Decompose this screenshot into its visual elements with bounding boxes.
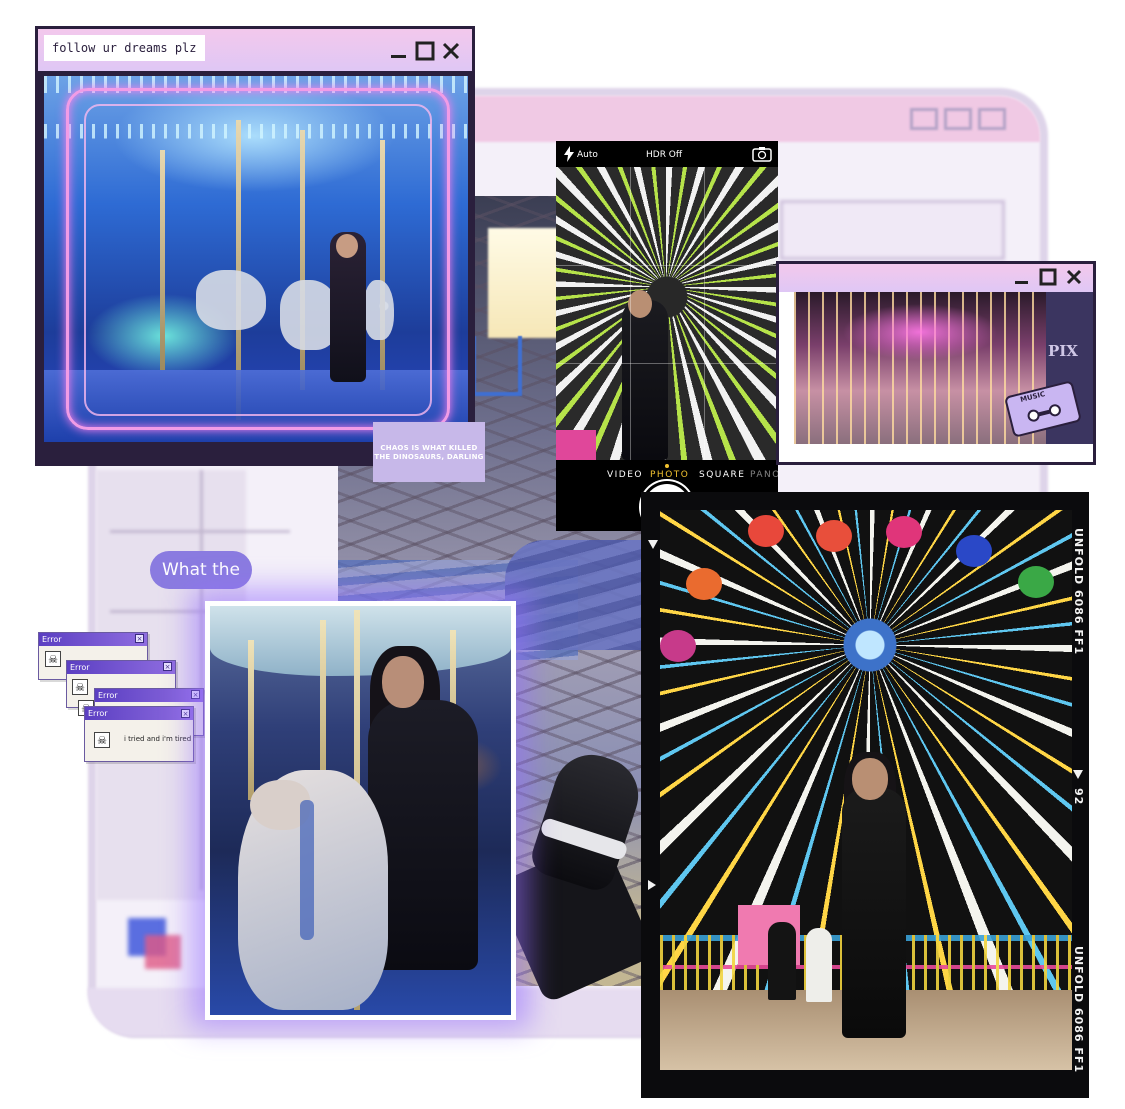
person-head [336, 234, 358, 258]
carousel-pole [248, 640, 254, 800]
cassette-icon [1021, 400, 1067, 424]
ferris-pod [956, 535, 992, 567]
minimize-icon[interactable] [388, 40, 410, 62]
mode-photo[interactable]: PHOTO [650, 470, 690, 480]
background-close-icon [978, 108, 1006, 130]
mode-video[interactable]: VIDEO [607, 470, 644, 480]
carousel-pole [160, 150, 165, 370]
carousel-pole [320, 620, 326, 810]
film-arrow-icon [648, 880, 656, 890]
error-title: Error [95, 689, 203, 702]
pix-text: PIX [1048, 342, 1078, 360]
lit-doorway [488, 228, 558, 338]
mode-square[interactable]: SQUARE [699, 470, 746, 480]
pink-carousel-photo [794, 292, 1046, 444]
close-icon[interactable] [1064, 267, 1084, 287]
mode-pano[interactable]: PANO [750, 470, 778, 480]
ferris-pod [686, 568, 722, 600]
ferris-pod [660, 630, 696, 662]
frame-number: 92 [1072, 788, 1085, 806]
error-title: Error [39, 633, 147, 646]
error-title: Error [67, 661, 175, 674]
carousel-lights [44, 76, 468, 196]
person [842, 788, 906, 1038]
person-head [628, 290, 652, 318]
close-icon[interactable]: × [135, 634, 144, 643]
close-icon[interactable]: × [181, 709, 190, 718]
background-color-swatch-pink [145, 935, 181, 969]
carousel-horse [364, 280, 394, 340]
flash-icon[interactable] [563, 146, 575, 162]
carousel-pole [380, 140, 385, 390]
chaos-sticker: CHAOS IS WHAT KILLED THE DINOSAURS, DARL… [373, 422, 485, 482]
bystander [768, 922, 796, 1000]
skull-icon: ☠ [72, 679, 88, 695]
skull-icon: ☠ [94, 732, 110, 748]
mode-indicator-dot [665, 464, 669, 468]
error-message: i tried and i'm tired [124, 735, 192, 743]
camera-flip-icon[interactable] [752, 146, 772, 162]
person-head [382, 656, 424, 708]
ferris-pod [886, 516, 922, 548]
wave-mural [505, 540, 665, 650]
minimize-icon[interactable] [1012, 267, 1032, 287]
background-panel [780, 200, 1005, 260]
maximize-icon[interactable] [414, 40, 436, 62]
film-arrow-icon [1073, 770, 1083, 779]
person-head [852, 758, 888, 800]
bystander [806, 928, 832, 1002]
background-minimize-icon [910, 108, 938, 130]
carousel-pole [300, 130, 305, 390]
film-edge-text: UNFOLD 6086 FF1 [1072, 946, 1085, 1074]
film-arrow-icon [648, 540, 658, 549]
close-icon[interactable]: × [163, 662, 172, 671]
maximize-icon[interactable] [1038, 267, 1058, 287]
skull-icon: ☠ [45, 651, 61, 667]
camera-grid [556, 167, 778, 460]
hdr-toggle[interactable]: HDR Off [646, 150, 683, 160]
background-maximize-icon [944, 108, 972, 130]
blue-bench [472, 336, 522, 396]
film-edge-text: UNFOLD 6086 FF1 [1072, 528, 1085, 656]
neon-frame [66, 88, 450, 430]
carousel-horse [196, 270, 266, 330]
flash-label[interactable]: Auto [577, 150, 598, 160]
ferris-pod [816, 520, 852, 552]
ferris-pod [1018, 566, 1054, 598]
horse-bridle [300, 800, 314, 940]
chat-bubble: What the [150, 551, 252, 589]
pink-booth [556, 430, 596, 460]
ferris-pod [748, 515, 784, 547]
carousel-canopy [210, 606, 511, 676]
close-icon[interactable] [440, 40, 462, 62]
neon-frame-inner [84, 104, 432, 416]
person [622, 300, 668, 460]
error-title: Error [85, 707, 193, 720]
dreams-window-title: follow ur dreams plz [44, 35, 205, 61]
